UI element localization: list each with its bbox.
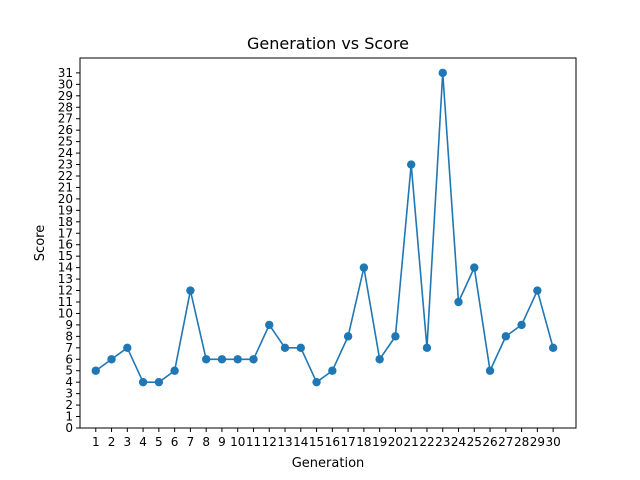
- data-point: [470, 263, 479, 272]
- x-tick-label: 28: [514, 435, 529, 449]
- data-point: [91, 366, 100, 375]
- y-tick-label: 27: [58, 112, 73, 126]
- y-tick-label: 23: [58, 158, 73, 172]
- data-point: [359, 263, 369, 272]
- x-tick-label: 25: [467, 435, 482, 449]
- y-tick-label: 5: [65, 364, 73, 378]
- data-point: [280, 343, 290, 353]
- y-tick-label: 12: [58, 284, 73, 298]
- x-tick-label: 6: [171, 435, 179, 449]
- y-tick-label: 25: [58, 135, 73, 149]
- y-tick-label: 7: [65, 341, 73, 355]
- x-tick-label: 4: [139, 435, 147, 449]
- x-tick-label: 7: [187, 435, 195, 449]
- data-point: [312, 377, 321, 387]
- x-tick-label: 15: [309, 435, 324, 449]
- y-tick-label: 24: [58, 146, 73, 160]
- data-point: [375, 355, 384, 364]
- y-tick-label: 21: [58, 180, 73, 194]
- x-tick-label: 19: [372, 435, 387, 449]
- data-point: [438, 68, 447, 78]
- y-tick-label: 18: [58, 215, 73, 229]
- y-tick-label: 2: [65, 398, 73, 412]
- data-point: [123, 343, 132, 353]
- x-tick-label: 16: [325, 435, 340, 449]
- data-point: [249, 355, 258, 364]
- y-tick-label: 3: [65, 387, 73, 401]
- data-point: [485, 366, 495, 375]
- y-tick-label: 11: [58, 295, 73, 309]
- data-point: [138, 377, 148, 387]
- x-tick-label: 10: [230, 435, 245, 449]
- y-tick-label: 10: [58, 306, 73, 320]
- data-point: [107, 355, 116, 364]
- x-tick-label: 23: [435, 435, 450, 449]
- y-tick-label: 30: [58, 77, 73, 91]
- y-axis-label: Score: [33, 225, 48, 261]
- y-tick-label: 20: [58, 192, 73, 206]
- x-tick-label: 12: [262, 435, 277, 449]
- plot-frame: [79, 57, 577, 429]
- x-tick-label: 27: [498, 435, 513, 449]
- y-tick-label: 16: [58, 238, 73, 252]
- y-tick-label: 6: [65, 352, 73, 366]
- x-tick-label: 18: [356, 435, 371, 449]
- y-tick-label: 9: [65, 318, 73, 332]
- x-tick-label: 1: [92, 435, 100, 449]
- x-tick-label: 14: [293, 435, 308, 449]
- x-tick-label: 24: [451, 435, 466, 449]
- data-point: [533, 286, 542, 295]
- y-tick-label: 1: [65, 410, 73, 424]
- x-tick-label: 26: [482, 435, 497, 449]
- plot-area: 0123456789101112131415161718192021222324…: [58, 66, 561, 449]
- y-tick-label: 4: [65, 375, 73, 389]
- data-point: [265, 320, 274, 330]
- x-tick-label: 30: [545, 435, 560, 449]
- x-tick-label: 3: [123, 435, 131, 449]
- y-tick-label: 15: [58, 249, 73, 263]
- x-tick-label: 5: [155, 435, 163, 449]
- data-point: [422, 343, 432, 353]
- data-point: [170, 366, 179, 375]
- x-tick-label: 22: [419, 435, 434, 449]
- data-point: [517, 320, 526, 330]
- data-point: [233, 355, 242, 364]
- data-point: [406, 160, 416, 169]
- y-tick-label: 19: [58, 203, 73, 217]
- chart-title: Generation vs Score: [247, 34, 409, 53]
- y-tick-label: 26: [58, 123, 73, 137]
- x-tick-label: 21: [404, 435, 419, 449]
- x-tick-label: 13: [277, 435, 292, 449]
- x-tick-label: 8: [202, 435, 210, 449]
- data-point: [454, 297, 463, 307]
- y-tick-label: 8: [65, 329, 73, 343]
- y-tick-label: 31: [58, 66, 73, 80]
- x-tick-label: 17: [340, 435, 355, 449]
- data-point: [154, 377, 164, 387]
- y-tick-label: 0: [65, 421, 73, 435]
- data-point: [217, 355, 227, 364]
- data-point: [328, 366, 337, 375]
- data-point: [296, 343, 305, 353]
- data-point: [391, 332, 400, 341]
- x-tick-label: 9: [218, 435, 226, 449]
- x-tick-label: 2: [108, 435, 116, 449]
- x-axis-label: Generation: [292, 456, 365, 471]
- data-point: [501, 332, 511, 341]
- y-tick-label: 28: [58, 100, 73, 114]
- data-point: [201, 355, 211, 364]
- y-tick-label: 29: [58, 89, 73, 103]
- y-tick-label: 13: [58, 272, 73, 286]
- x-tick-label: 29: [530, 435, 545, 449]
- y-tick-label: 14: [58, 261, 73, 275]
- data-point: [343, 332, 353, 341]
- y-tick-label: 22: [58, 169, 73, 183]
- x-tick-label: 20: [388, 435, 403, 449]
- y-tick-label: 17: [58, 226, 73, 240]
- x-tick-label: 11: [246, 435, 261, 449]
- data-point: [548, 343, 558, 353]
- data-point: [186, 286, 195, 295]
